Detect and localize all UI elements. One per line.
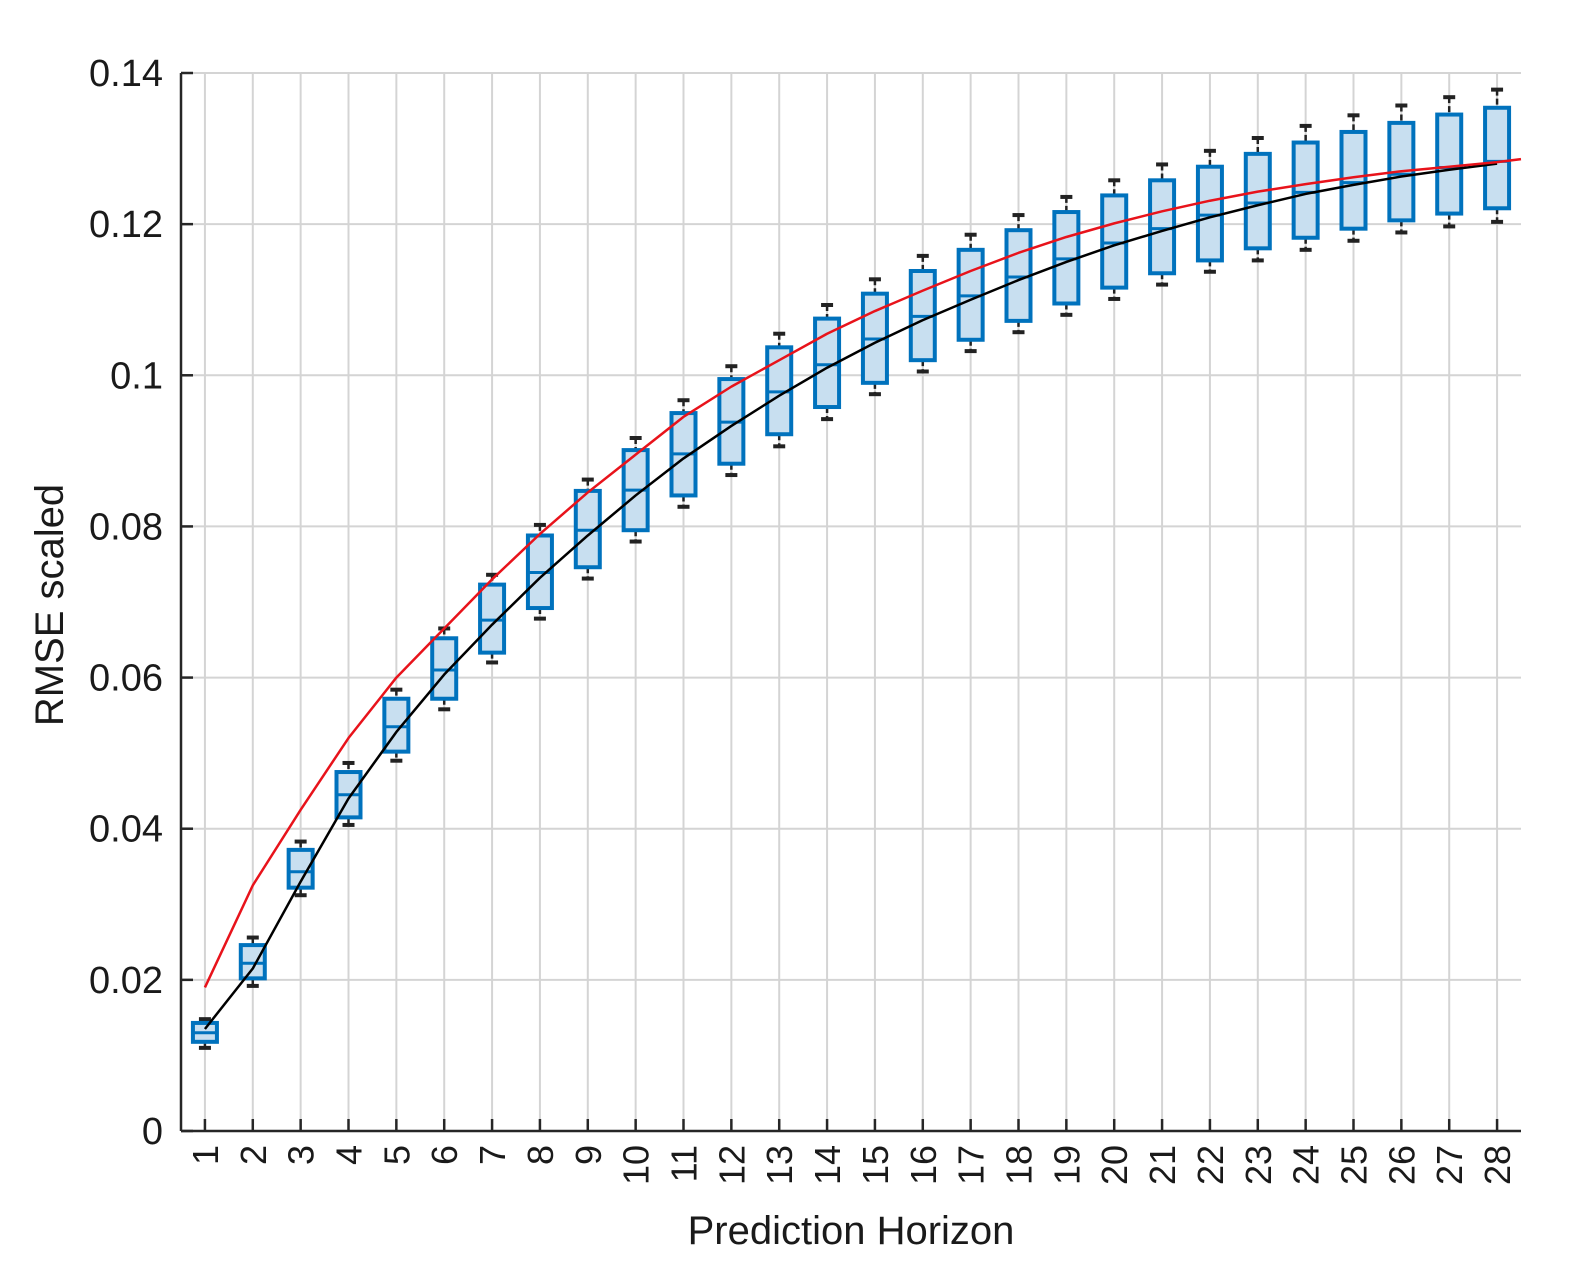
- x-tick-label-19: 19: [1046, 1145, 1087, 1185]
- box-23: [1243, 135, 1272, 263]
- grid-lines: [181, 72, 1521, 1132]
- x-tick-label-8: 8: [520, 1145, 561, 1165]
- box-16: [908, 253, 937, 374]
- x-tick-label-27: 27: [1429, 1145, 1470, 1185]
- box-1: [190, 1017, 219, 1050]
- x-tick-label-3: 3: [281, 1145, 322, 1165]
- box-6: [430, 626, 459, 712]
- x-tick-label-17: 17: [951, 1145, 992, 1185]
- x-tick-label-15: 15: [855, 1145, 896, 1185]
- x-tick-label-28: 28: [1477, 1145, 1518, 1185]
- box-iqr: [1148, 178, 1177, 276]
- axes: [179, 71, 1521, 1133]
- box-iqr: [1483, 105, 1512, 211]
- x-tick-label-16: 16: [903, 1145, 944, 1185]
- box-iqr: [1195, 164, 1224, 263]
- box-20: [1100, 178, 1129, 301]
- boxes: [190, 87, 1512, 1050]
- box-5: [382, 687, 411, 763]
- box-27: [1435, 95, 1464, 229]
- x-tick-label-14: 14: [807, 1145, 848, 1185]
- box-iqr: [286, 847, 315, 890]
- series-lines: [203, 157, 1522, 1030]
- y-tick-label-4: 0.08: [89, 506, 163, 548]
- x-tick-label-18: 18: [999, 1145, 1040, 1185]
- box-iqr: [1291, 140, 1320, 240]
- box-iqr: [478, 582, 507, 655]
- box-15: [860, 277, 889, 397]
- box-21: [1148, 162, 1177, 287]
- y-tick-labels: 0 0.02 0.04 0.06 0.08 0.1 0.12 0.14: [89, 53, 163, 1153]
- x-tick-label-24: 24: [1286, 1145, 1327, 1185]
- y-tick-label-7: 0.14: [89, 53, 163, 95]
- x-tick-label-4: 4: [329, 1145, 370, 1165]
- x-tick-label-25: 25: [1334, 1145, 1375, 1185]
- x-tick-label-22: 22: [1190, 1145, 1231, 1185]
- y-tick-label-1: 0.02: [89, 960, 163, 1002]
- box-19: [1052, 194, 1081, 317]
- box-28: [1483, 87, 1512, 224]
- box-iqr: [1004, 228, 1033, 323]
- x-tick-label-10: 10: [616, 1145, 657, 1185]
- box-3: [286, 839, 315, 898]
- red-line-series: [203, 157, 1522, 988]
- box-17: [956, 232, 985, 354]
- x-tick-label-5: 5: [376, 1145, 417, 1165]
- y-tick-label-0: 0: [142, 1111, 163, 1153]
- box-25: [1339, 113, 1368, 243]
- x-tick-label-23: 23: [1238, 1145, 1279, 1185]
- x-axis-title: Prediction Horizon: [688, 1209, 1015, 1253]
- box-2: [238, 935, 267, 988]
- x-tick-label-9: 9: [568, 1145, 609, 1165]
- x-tick-label-1: 1: [185, 1145, 226, 1165]
- box-22: [1195, 148, 1224, 274]
- x-tick-label-7: 7: [472, 1145, 513, 1165]
- box-24: [1291, 123, 1320, 252]
- box-iqr: [1339, 129, 1368, 231]
- y-tick-label-2: 0.04: [89, 809, 163, 851]
- x-tick-label-20: 20: [1094, 1145, 1135, 1185]
- box-18: [1004, 213, 1033, 335]
- box-iqr: [1243, 151, 1272, 251]
- y-tick-label-3: 0.06: [89, 658, 163, 700]
- y-tick-label-5: 0.1: [110, 355, 163, 397]
- y-axis-title: RMSE scaled: [28, 484, 72, 726]
- box-iqr: [430, 636, 459, 701]
- x-tick-label-12: 12: [711, 1145, 752, 1185]
- x-tick-label-2: 2: [233, 1145, 274, 1165]
- box-iqr: [1435, 112, 1464, 216]
- x-tick-labels: 1 2 3 4 5 6 7 8 9 10 11 12 13 14 15 16 17 18 19 20 21 22 23 24 2…: [185, 1145, 1518, 1185]
- black-line-series: [203, 162, 1498, 1030]
- box-iqr: [382, 696, 411, 754]
- box-4: [334, 760, 363, 827]
- box-26: [1387, 103, 1416, 235]
- box-iqr: [238, 943, 267, 981]
- x-tick-label-21: 21: [1142, 1145, 1183, 1185]
- x-tick-label-26: 26: [1381, 1145, 1422, 1185]
- x-tick-label-13: 13: [759, 1145, 800, 1185]
- y-tick-label-6: 0.12: [89, 204, 163, 246]
- x-tick-label-11: 11: [664, 1145, 705, 1182]
- x-tick-label-6: 6: [424, 1145, 465, 1165]
